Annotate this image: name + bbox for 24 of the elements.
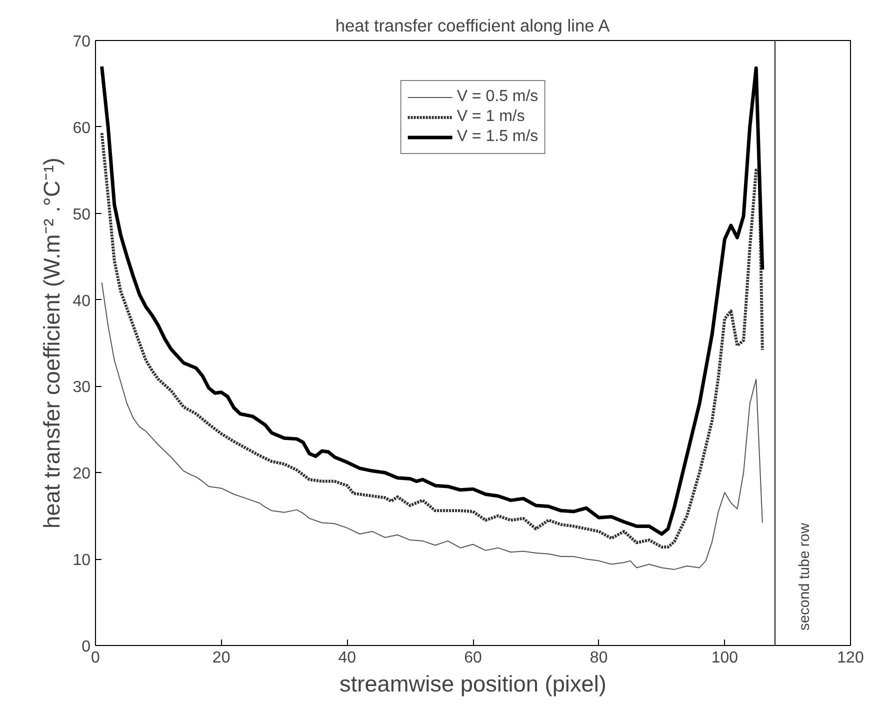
x-tick-label: 40 bbox=[338, 650, 356, 666]
y-tick-label: 60 bbox=[72, 120, 91, 137]
y-tick-label: 0 bbox=[82, 638, 91, 656]
y-tick-label: 70 bbox=[72, 34, 91, 50]
y-tick-label: 50 bbox=[72, 206, 91, 224]
y-tick-label: 30 bbox=[72, 379, 91, 396]
ref-line-label: second tube row bbox=[797, 522, 813, 630]
line-series bbox=[100, 131, 764, 548]
x-tick-label: 120 bbox=[837, 650, 864, 666]
x-tick-label: 60 bbox=[464, 650, 482, 666]
legend-label: V = 1 m/s bbox=[456, 108, 525, 126]
y-tick-label: 40 bbox=[72, 292, 91, 310]
line-series bbox=[101, 282, 763, 570]
y-axis-title: heat transfer coefficient (W.m⁻² .°C⁻¹) bbox=[38, 158, 65, 528]
y-tick-label: 10 bbox=[72, 552, 91, 570]
line-series bbox=[100, 64, 764, 536]
x-axis-title: streamwise position (pixel) bbox=[340, 670, 606, 696]
chart-title: heat transfer coefficient along line A bbox=[335, 16, 610, 36]
x-tick-label: 80 bbox=[590, 650, 608, 666]
legend-label: V = 1.5 m/s bbox=[456, 128, 538, 146]
y-tick-label: 20 bbox=[72, 466, 91, 483]
legend-label: V = 0.5 m/s bbox=[456, 88, 538, 106]
x-tick-label: 100 bbox=[711, 650, 738, 666]
x-tick-label: 20 bbox=[212, 650, 230, 666]
